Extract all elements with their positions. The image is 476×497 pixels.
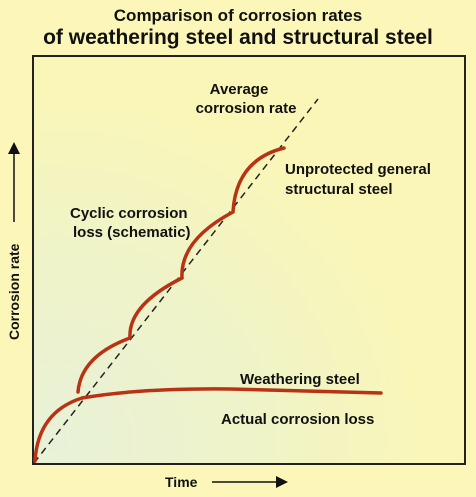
- weathering-steel-label: Weathering steel: [240, 371, 360, 388]
- y-axis-label: Corrosion rate: [6, 243, 22, 340]
- cyclic-loss-label-line1: Cyclic corrosion: [70, 205, 188, 222]
- x-axis-label: Time: [165, 474, 198, 490]
- unprotected-steel-label-line1: Unprotected general: [285, 161, 431, 178]
- actual-loss-label: Actual corrosion loss: [221, 411, 374, 428]
- average-rate-label-line2: corrosion rate: [196, 100, 297, 117]
- unprotected-steel-label-line2: structural steel: [285, 181, 393, 198]
- cyclic-loss-label-line2: loss (schematic): [73, 224, 191, 241]
- diagram-title-line1: Comparison of corrosion rates: [113, 6, 363, 25]
- cyclic-corrosion-curve: [76, 146, 286, 394]
- weathering-steel-curve: [33, 387, 383, 463]
- average-rate-label-line1: Average: [210, 81, 269, 98]
- diagram-title-line2: of weathering steel and structural steel: [43, 26, 433, 49]
- plot-frame: [32, 55, 466, 465]
